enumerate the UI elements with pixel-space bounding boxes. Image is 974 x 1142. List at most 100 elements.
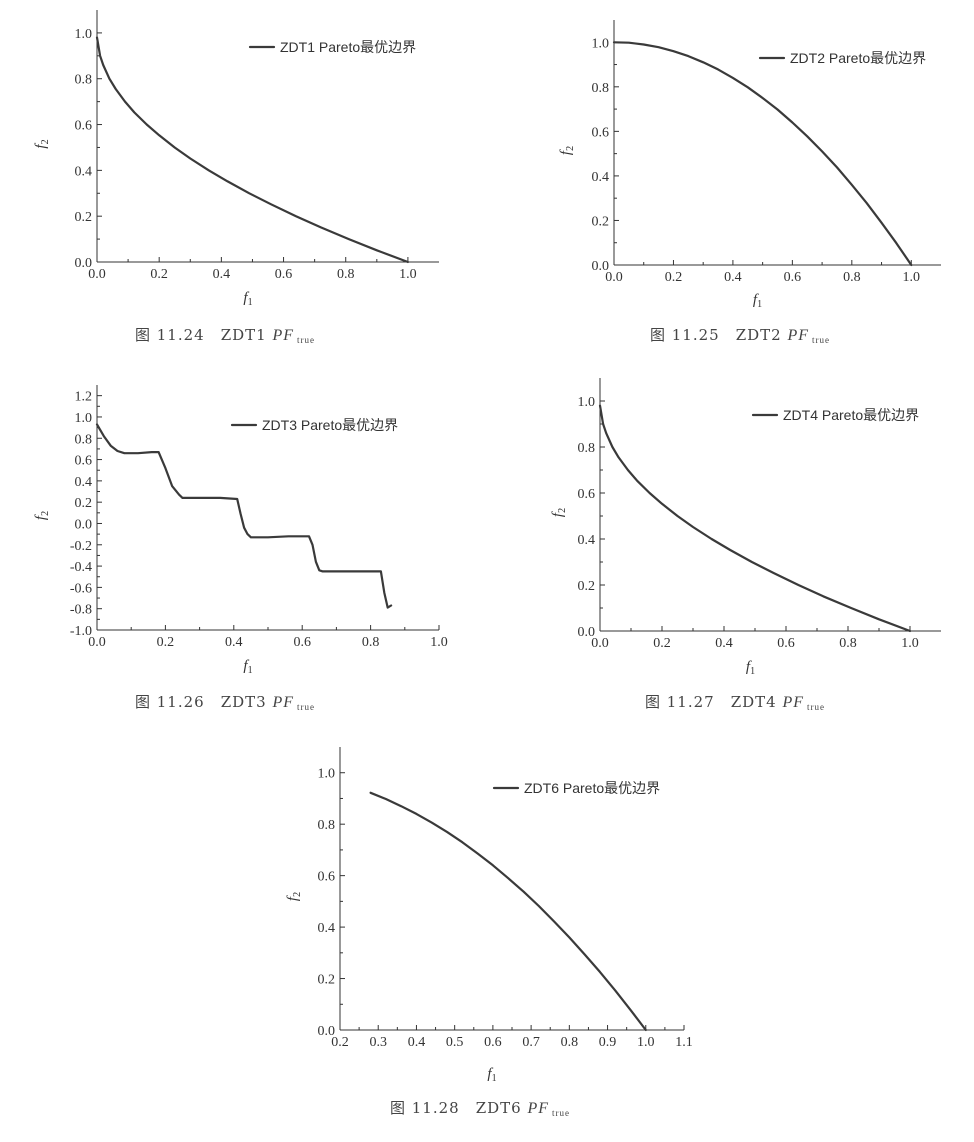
figure-caption: 图 11.25 ZDT2 PF true [650, 326, 830, 345]
caption-subscript: true [807, 702, 825, 712]
x-tick-label: 1.0 [903, 270, 921, 285]
y-tick-label: -0.6 [70, 581, 92, 596]
figure-caption: 图 11.28 ZDT6 PF true [390, 1099, 570, 1118]
x-tick-label: 0.6 [777, 636, 795, 651]
x-tick-label: 0.6 [275, 267, 293, 282]
caption-subscript: true [297, 335, 315, 345]
y-tick-label: 0.0 [318, 1024, 336, 1039]
y-tick-label: 0.8 [318, 818, 336, 833]
x-tick-label: 0.4 [225, 635, 243, 650]
y-tick-label: 0.4 [75, 164, 93, 179]
y-tick-label: 0.0 [75, 256, 93, 271]
chart-zdt1: 0.0 0.2 0.4 0.6 0.8 1.0 0.0 0.2 0.4 0.6 0.8 1.0 f1 f2… [33, 10, 439, 345]
legend-label: ZDT2 Pareto最优边界 [790, 50, 926, 66]
x-tick-label: 1.1 [675, 1035, 693, 1050]
figure-caption: 图 11.24 ZDT1 PF true [135, 326, 315, 345]
y-tick-label: 0.6 [578, 487, 596, 502]
x-tick-label: 0.7 [522, 1035, 540, 1050]
x-tick-label: 0.8 [561, 1035, 579, 1050]
figure-caption: 图 11.26 ZDT3 PF true [135, 693, 315, 712]
x-axis-label: f1 [243, 658, 252, 676]
y-tick-label: 0.8 [75, 432, 93, 447]
x-axis-label: f1 [753, 292, 762, 310]
x-tick-label: 0.8 [362, 635, 380, 650]
y-tick-label: 0.8 [578, 441, 596, 456]
caption-prefix: 图 11.26 ZDT3 [135, 693, 272, 711]
x-tick-label: 0.6 [784, 270, 802, 285]
x-tick-label: 1.0 [399, 267, 417, 282]
x-tick-label: 0.0 [88, 267, 106, 282]
legend-label: ZDT4 Pareto最优边界 [783, 407, 919, 423]
x-tick-label: 0.9 [599, 1035, 617, 1050]
y-axis-label: f2 [285, 892, 303, 901]
y-tick-label: 1.0 [75, 27, 93, 42]
y-tick-label: 0.2 [578, 579, 596, 594]
x-axis-label: f1 [746, 659, 755, 677]
x-axis-label: f1 [243, 290, 252, 308]
x-tick-label: 0.8 [839, 636, 857, 651]
y-tick-label: 0.0 [592, 259, 610, 274]
y-tick-label: 0.8 [75, 73, 93, 88]
y-tick-label: 0.4 [578, 533, 596, 548]
pareto-front-line [369, 791, 647, 1032]
chart-zdt6: 0.2 0.3 0.4 0.5 0.6 0.7 0.8 0.9 1.0 1.10.00.20.40… [285, 747, 693, 1118]
y-tick-label: 0.6 [75, 454, 93, 469]
caption-symbol: PF [271, 327, 294, 344]
y-tick-label: 1.0 [75, 411, 93, 426]
y-tick-label: -0.4 [70, 560, 92, 575]
pareto-front-line [95, 423, 393, 609]
x-tick-label: 0.4 [408, 1035, 426, 1050]
y-tick-label: 0.4 [318, 921, 336, 936]
x-tick-label: 0.6 [293, 635, 311, 650]
x-tick-label: 0.0 [605, 270, 623, 285]
figure-caption: 图 11.27 ZDT4 PF true [645, 693, 825, 712]
caption-prefix: 图 11.27 ZDT4 [645, 693, 782, 711]
y-tick-label: 0.4 [75, 475, 93, 490]
x-tick-label: 0.2 [150, 267, 168, 282]
y-tick-label: 0.2 [75, 496, 93, 511]
x-tick-label: 0.5 [446, 1035, 464, 1050]
x-tick-label: 0.4 [213, 267, 231, 282]
caption-prefix: 图 11.25 ZDT2 [650, 326, 787, 344]
pareto-front-line [95, 36, 409, 264]
caption-symbol: PF [786, 327, 809, 344]
legend-label: ZDT3 Pareto最优边界 [262, 417, 398, 433]
x-tick-label: 0.2 [665, 270, 683, 285]
y-tick-label: 1.2 [75, 390, 93, 405]
x-tick-label: 0.6 [484, 1035, 502, 1050]
caption-prefix: 图 11.24 ZDT1 [135, 326, 272, 344]
x-tick-label: 0.4 [715, 636, 733, 651]
y-tick-label: -0.8 [70, 603, 92, 618]
x-tick-label: 0.3 [369, 1035, 387, 1050]
x-tick-label: 0.0 [88, 635, 106, 650]
y-axis-label: f2 [550, 508, 568, 517]
y-tick-label: 1.0 [578, 395, 596, 410]
pareto-front-line [612, 41, 913, 267]
x-tick-label: 1.0 [430, 635, 448, 650]
x-tick-label: 0.2 [653, 636, 671, 651]
y-tick-label: 0.2 [592, 214, 610, 229]
caption-prefix: 图 11.28 ZDT6 [390, 1099, 527, 1117]
legend-label: ZDT1 Pareto最优边界 [280, 39, 416, 55]
x-tick-label: 1.0 [637, 1035, 655, 1050]
x-tick-label: 1.0 [901, 636, 919, 651]
y-tick-label: 0.4 [592, 170, 610, 185]
y-tick-label: 0.6 [318, 870, 336, 885]
x-tick-label: 0.8 [843, 270, 861, 285]
x-tick-label: 0.4 [724, 270, 742, 285]
x-tick-label: 0.0 [591, 636, 609, 651]
y-tick-label: 0.2 [318, 973, 336, 988]
x-tick-label: 0.8 [337, 267, 355, 282]
y-tick-label: 0.0 [75, 517, 93, 532]
caption-symbol: PF [781, 694, 804, 711]
chart-zdt2: 0.0 0.2 0.4 0.6 0.8 1.0 0.0 0.2 0.4 0.6 0.8 1.0 f1 f2… [558, 20, 941, 345]
x-axis-label: f1 [487, 1066, 496, 1084]
pareto-front-line [598, 404, 912, 633]
y-axis-label: f2 [558, 146, 576, 155]
caption-subscript: true [812, 335, 830, 345]
legend-label: ZDT6 Pareto最优边界 [524, 780, 660, 796]
y-tick-label: 1.0 [318, 767, 336, 782]
y-tick-label: 0.6 [592, 125, 610, 140]
y-tick-label: 0.6 [75, 119, 93, 134]
